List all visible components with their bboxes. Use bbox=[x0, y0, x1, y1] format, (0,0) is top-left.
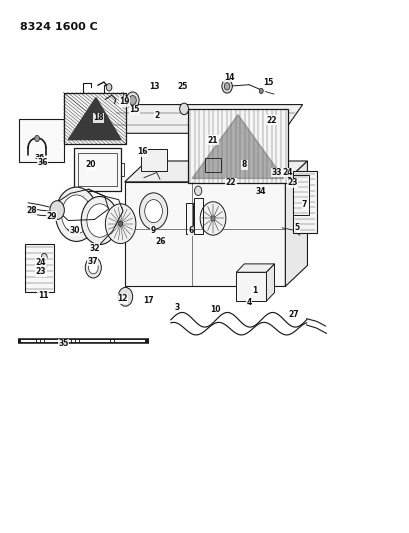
Circle shape bbox=[211, 216, 214, 221]
Bar bbox=[19, 119, 63, 162]
Text: 34: 34 bbox=[255, 187, 266, 196]
Circle shape bbox=[200, 201, 225, 235]
Text: 2: 2 bbox=[154, 110, 159, 119]
Circle shape bbox=[258, 88, 263, 94]
Polygon shape bbox=[266, 264, 274, 301]
Text: 8324 1600 C: 8324 1600 C bbox=[20, 22, 98, 32]
Text: 35: 35 bbox=[58, 340, 69, 348]
Circle shape bbox=[118, 221, 122, 227]
Text: 13: 13 bbox=[149, 82, 160, 91]
Circle shape bbox=[81, 197, 118, 245]
Polygon shape bbox=[68, 98, 121, 140]
Text: 32: 32 bbox=[89, 244, 99, 253]
Text: 36: 36 bbox=[34, 154, 45, 160]
Text: 3: 3 bbox=[174, 303, 179, 312]
Circle shape bbox=[194, 186, 201, 196]
Text: 8: 8 bbox=[241, 160, 247, 169]
Text: 6: 6 bbox=[188, 227, 193, 236]
Bar bbox=[293, 171, 316, 232]
Circle shape bbox=[105, 204, 135, 244]
Text: 23: 23 bbox=[287, 179, 297, 188]
Text: 24: 24 bbox=[281, 168, 292, 177]
Circle shape bbox=[42, 263, 47, 270]
Circle shape bbox=[34, 135, 39, 142]
Text: 4: 4 bbox=[246, 297, 251, 306]
Text: 22: 22 bbox=[265, 116, 276, 125]
Text: 29: 29 bbox=[46, 212, 56, 221]
Circle shape bbox=[50, 201, 64, 220]
Text: 17: 17 bbox=[143, 296, 154, 305]
Circle shape bbox=[55, 187, 97, 241]
Circle shape bbox=[88, 261, 98, 274]
Text: 37: 37 bbox=[87, 257, 98, 266]
Text: 5: 5 bbox=[294, 223, 299, 232]
Bar bbox=[140, 149, 166, 172]
Text: 9: 9 bbox=[150, 227, 155, 236]
Text: 19: 19 bbox=[119, 98, 130, 107]
Circle shape bbox=[106, 84, 112, 91]
Circle shape bbox=[118, 287, 133, 306]
Text: 20: 20 bbox=[85, 160, 96, 169]
Text: 18: 18 bbox=[93, 113, 103, 122]
Text: 12: 12 bbox=[117, 294, 128, 303]
Text: 1: 1 bbox=[251, 286, 256, 295]
Text: 23: 23 bbox=[36, 267, 46, 276]
Text: 15: 15 bbox=[129, 106, 139, 114]
Circle shape bbox=[126, 92, 139, 109]
Text: 28: 28 bbox=[26, 206, 37, 215]
Bar bbox=[185, 203, 193, 234]
Text: 14: 14 bbox=[223, 73, 234, 82]
Bar bbox=[25, 244, 54, 292]
Text: 7: 7 bbox=[301, 200, 307, 209]
Text: 33: 33 bbox=[271, 168, 281, 177]
Text: 26: 26 bbox=[155, 237, 166, 246]
Circle shape bbox=[221, 79, 232, 93]
Text: 11: 11 bbox=[38, 290, 48, 300]
Bar bbox=[78, 153, 116, 185]
Text: 27: 27 bbox=[288, 310, 298, 319]
Circle shape bbox=[129, 95, 136, 105]
Text: 24: 24 bbox=[36, 258, 46, 267]
Polygon shape bbox=[124, 182, 285, 286]
Circle shape bbox=[61, 195, 91, 233]
Text: 21: 21 bbox=[207, 135, 218, 144]
Text: 10: 10 bbox=[209, 305, 220, 314]
Text: 30: 30 bbox=[69, 227, 79, 236]
Circle shape bbox=[87, 204, 112, 237]
Bar bbox=[204, 158, 220, 173]
Bar bbox=[194, 198, 202, 234]
Polygon shape bbox=[192, 115, 283, 179]
Bar bbox=[188, 109, 287, 183]
Circle shape bbox=[41, 254, 47, 261]
Circle shape bbox=[139, 193, 167, 229]
Circle shape bbox=[224, 83, 229, 90]
Bar bbox=[63, 93, 126, 144]
Polygon shape bbox=[236, 272, 266, 301]
Polygon shape bbox=[124, 161, 307, 182]
Circle shape bbox=[179, 103, 188, 115]
Text: 22: 22 bbox=[225, 179, 236, 188]
Bar bbox=[292, 175, 308, 215]
Text: 25: 25 bbox=[177, 82, 188, 91]
Text: 16: 16 bbox=[137, 147, 148, 156]
Bar bbox=[74, 148, 120, 191]
Polygon shape bbox=[285, 161, 307, 286]
Text: 15: 15 bbox=[263, 78, 273, 87]
Polygon shape bbox=[103, 104, 302, 133]
Circle shape bbox=[85, 257, 101, 278]
Circle shape bbox=[144, 200, 162, 223]
Text: 36: 36 bbox=[37, 158, 47, 166]
Polygon shape bbox=[236, 264, 274, 272]
